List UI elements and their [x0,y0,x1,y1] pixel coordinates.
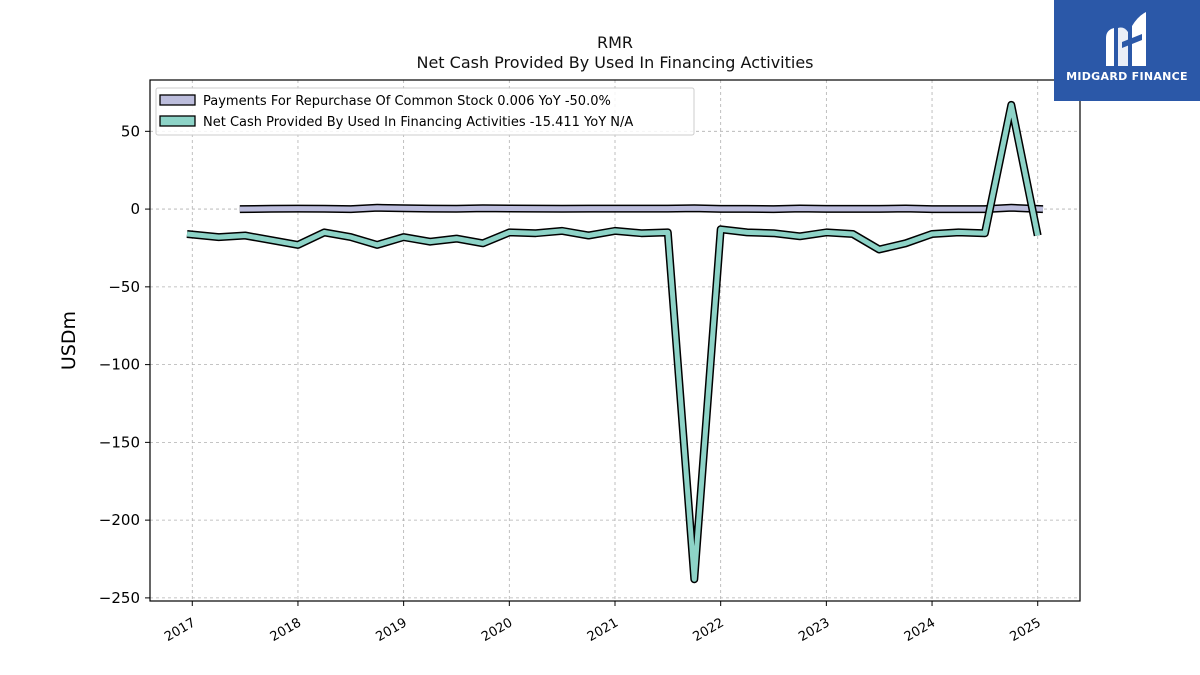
logo-mark-icon [1106,12,1146,66]
series-line-repurchase [239,205,1044,212]
legend-label-repurchase: Payments For Repurchase Of Common Stock … [203,94,611,109]
series-outline-financing [186,100,1042,584]
x-tick-label: 2022 [691,615,727,645]
x-tick-label: 2020 [479,615,515,645]
y-tick-label: −50 [108,278,140,296]
x-tick-label: 2018 [268,615,304,645]
series-line-financing [186,102,1041,582]
axis-ticks: 2017 2018 2019 2020 2021 2022 2023 2024 2025 50 0 −… [99,122,1044,645]
y-tick-label: −100 [99,356,140,374]
y-tick-label: −200 [99,511,140,529]
x-tick-label: 2017 [162,615,198,645]
x-tick-label: 2025 [1008,615,1044,645]
grid [150,80,1080,601]
legend: Payments For Repurchase Of Common Stock … [155,87,695,136]
legend-box [155,87,695,136]
logo-text: MIDGARD FINANCE [1066,70,1188,83]
series-group [186,100,1044,584]
chart-title: RMR [596,33,634,52]
legend-label-financing: Net Cash Provided By Used In Financing A… [203,115,633,130]
chart-subtitle: Net Cash Provided By Used In Financing A… [416,53,814,72]
x-tick-label: 2023 [796,615,832,645]
x-tick-label: 2024 [902,615,938,645]
y-tick-label: 50 [121,122,140,140]
y-tick-label: −150 [99,433,140,451]
y-tick-label: −250 [99,589,140,607]
legend-swatch-repurchase [159,94,196,106]
brand-logo: MIDGARD FINANCE [1054,0,1200,101]
y-tick-label: 0 [130,200,140,218]
y-axis-label: USDm [58,311,80,370]
legend-swatch-financing [159,115,196,127]
x-tick-label: 2019 [373,615,409,645]
x-tick-label: 2021 [585,615,621,645]
